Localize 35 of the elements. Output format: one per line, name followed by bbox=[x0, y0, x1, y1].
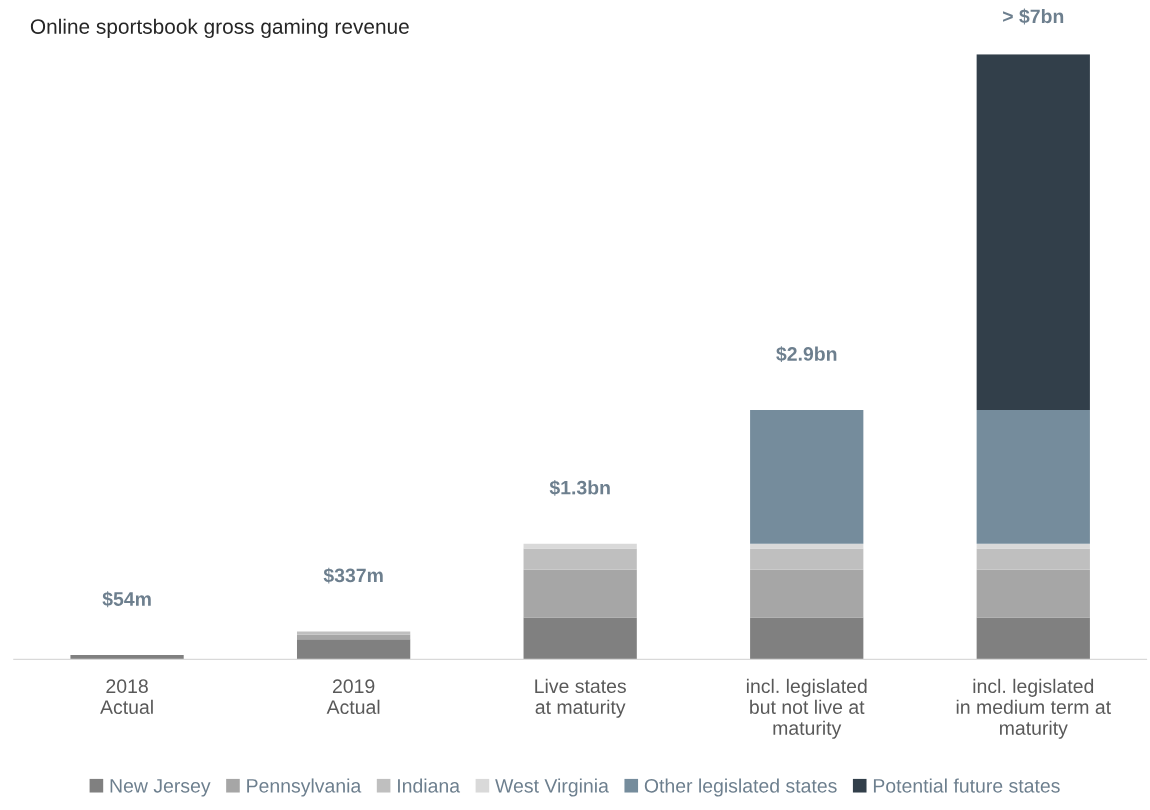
text: > $7bn bbox=[1003, 8, 1064, 25]
bar bbox=[750, 543, 864, 549]
annotation: $54m bbox=[102, 591, 151, 608]
legend-label: West Virginia bbox=[495, 778, 609, 797]
bar bbox=[750, 617, 864, 660]
bar bbox=[523, 569, 637, 618]
x-tick-label: incl. legislated but not live at maturity bbox=[746, 678, 867, 739]
bar bbox=[70, 655, 184, 660]
x-tick-label: incl. legislated in medium term at maturity bbox=[956, 678, 1111, 739]
bar bbox=[976, 617, 1090, 660]
legend-label: Potential future states bbox=[873, 778, 1060, 793]
chart-title: Online sportsbook gross gaming revenue bbox=[30, 18, 409, 39]
legend-label: Indiana bbox=[398, 778, 461, 793]
x-tick-label: 2018 Actual bbox=[100, 679, 153, 715]
bar bbox=[296, 639, 411, 660]
bar bbox=[976, 548, 1090, 570]
bar bbox=[976, 410, 1090, 544]
annotation: $1.3bn bbox=[549, 479, 610, 496]
legend-label: Other legislated states bbox=[644, 778, 837, 797]
bar bbox=[976, 543, 1090, 549]
legend-label: New Jersey bbox=[110, 779, 211, 797]
bar bbox=[976, 54, 1090, 411]
annotation: $337m bbox=[323, 567, 383, 584]
legend-label: Pennsylvania bbox=[247, 778, 362, 797]
bar bbox=[750, 548, 864, 570]
bar bbox=[750, 410, 864, 544]
bar bbox=[296, 631, 411, 635]
bar bbox=[523, 543, 637, 549]
bar bbox=[523, 548, 637, 570]
bar bbox=[523, 617, 637, 660]
bar bbox=[976, 569, 1090, 618]
x-tick-label: Live states at maturity bbox=[535, 678, 626, 718]
bar bbox=[750, 569, 864, 618]
x-tick-label: 2019 Actual bbox=[326, 679, 380, 715]
annotation: $2.9bn bbox=[776, 346, 837, 363]
